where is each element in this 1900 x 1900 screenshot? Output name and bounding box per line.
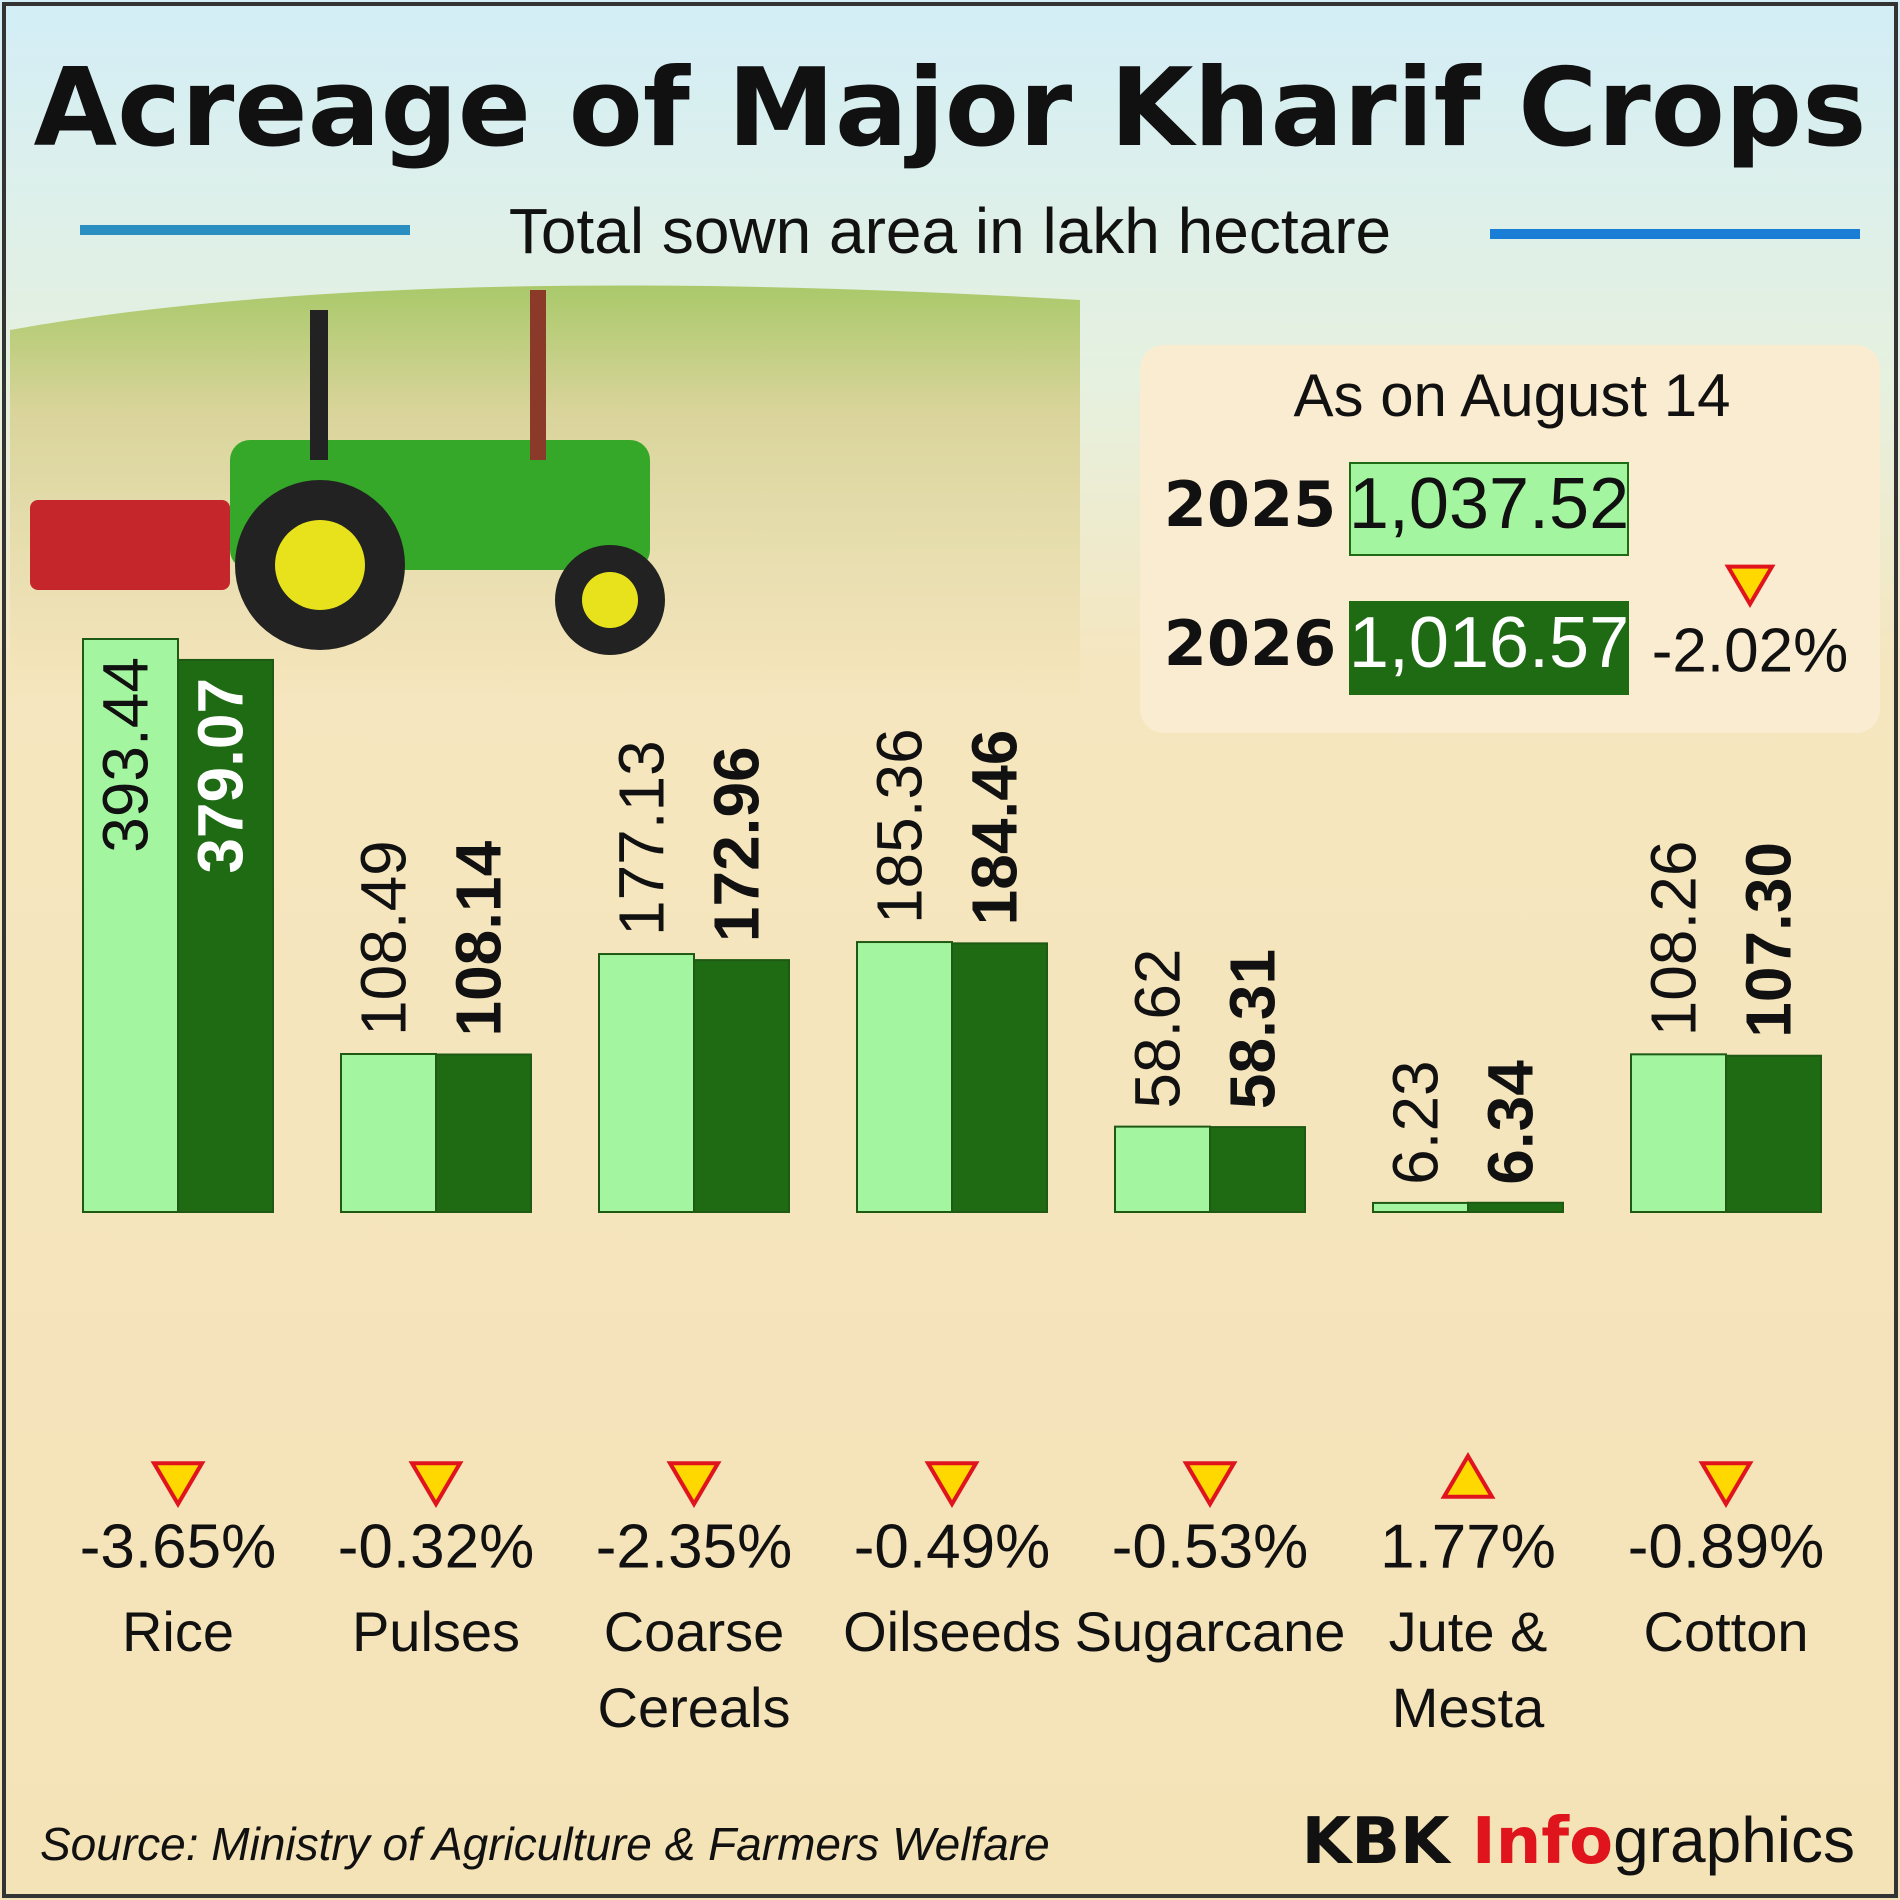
brand-part: graphics [1613,1804,1855,1876]
change-arrow [1724,564,1776,608]
summary-total: 1,016.57 [1349,603,1629,683]
value-label: 108.49 [347,840,419,1036]
brand: KBK Infographics [1302,1804,1855,1879]
change-arrow [408,1461,464,1508]
change-arrow [1440,1452,1496,1499]
source: Source: Ministry of Agriculture & Farmer… [40,1818,1050,1870]
plot: 393.44 379.07 -3.65% Rice 108.49 108.14 -0.32%… [80,638,1824,1739]
legend-year: 2025 [1164,468,1337,541]
value-label: 108.26 [1637,841,1709,1037]
value-label: 185.36 [863,728,935,924]
value-label: 6.23 [1379,1060,1451,1185]
value-label: 108.14 [442,840,514,1036]
category-label: Coarse Cereals [598,1600,791,1739]
value-label: 184.46 [958,730,1030,926]
value-label: 379.07 [184,678,256,874]
bar [1630,1053,1727,1213]
change-label: -0.89% [1628,1512,1824,1581]
value-label: 172.96 [700,746,772,942]
change-arrow [666,1461,722,1508]
change-label: -0.53% [1112,1512,1308,1581]
bar [340,1052,437,1213]
category-label: Cotton [1644,1600,1809,1663]
summary-heading: As on August 14 [1294,362,1731,429]
value-label: 58.31 [1216,949,1288,1109]
brand-part: KBK [1302,1805,1472,1879]
legend-swatch [1349,601,1629,695]
category-label: Oilseeds [843,1600,1061,1663]
value-label: 58.62 [1121,948,1193,1108]
change-label: -0.49% [854,1512,1050,1581]
value-label: 177.13 [605,740,677,936]
illustration [10,285,1080,700]
bar [598,953,695,1213]
legend-year: 2026 [1164,607,1337,680]
bar [1209,1126,1306,1214]
bar [1372,1201,1469,1214]
category-label: Jute & Mesta [1389,1600,1548,1739]
category-label: Rice [122,1600,234,1663]
bar [856,941,953,1214]
legend-swatch [1349,462,1629,556]
change-label: -2.35% [596,1512,792,1581]
change-arrow [924,1461,980,1508]
change-label: -3.65% [80,1512,276,1581]
chart-title: Acreage of Major Kharif Crops [34,46,1867,171]
chart-subtitle: Total sown area in lakh hectare [509,195,1391,267]
change-arrow [1698,1461,1754,1508]
summary-total: 1,037.52 [1349,464,1629,544]
bar [693,959,790,1213]
brand-part: Info [1472,1805,1613,1879]
bar [1725,1054,1822,1214]
summary-change: -2.02% [1652,616,1848,685]
change-label: -0.32% [338,1512,534,1581]
bar [435,1053,532,1214]
bar [951,942,1048,1213]
change-arrow [150,1461,206,1508]
change-label: 1.77% [1380,1512,1556,1581]
bar [1114,1125,1211,1213]
bar [177,658,274,1213]
bar [1467,1201,1564,1213]
bar [82,638,179,1213]
value-label: 107.30 [1732,842,1804,1038]
value-label: 6.34 [1474,1060,1546,1185]
category-label: Pulses [352,1600,520,1663]
category-label: Sugarcane [1075,1600,1346,1663]
change-arrow [1182,1461,1238,1508]
value-label: 393.44 [89,657,161,853]
